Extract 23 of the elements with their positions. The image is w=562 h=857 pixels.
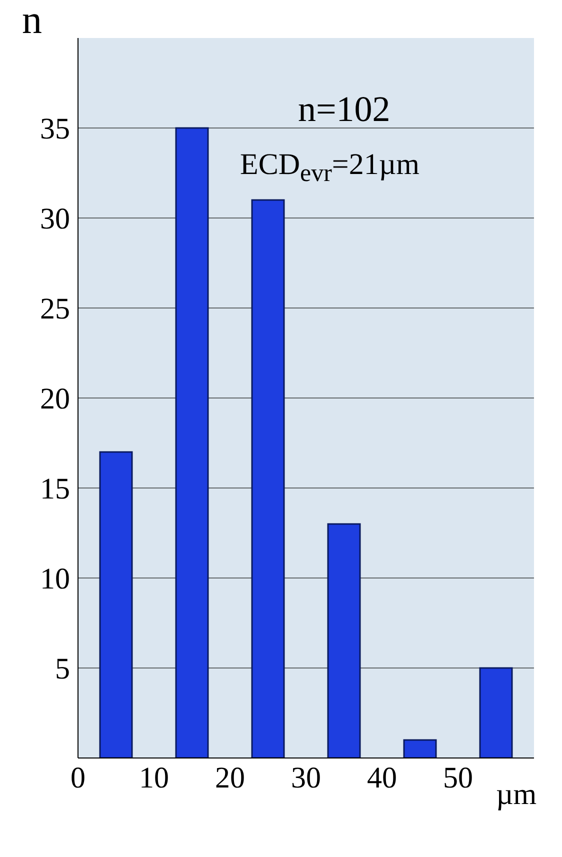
x-tick-label: 10: [139, 761, 169, 794]
annotation: ECD$_{evr}$=21µm: [240, 148, 420, 188]
y-tick-label: 15: [40, 472, 70, 506]
x-tick-label: 40: [367, 761, 397, 794]
bar: [175, 127, 209, 758]
x-tick-label: 50: [443, 761, 473, 794]
bar: [327, 523, 361, 758]
x-tick-label: 20: [215, 761, 245, 794]
x-axis-title: µm: [496, 778, 537, 812]
y-tick-label: 30: [40, 202, 70, 236]
y-axis-title: n: [22, 0, 42, 43]
bar: [251, 199, 285, 758]
y-tick-label: 10: [40, 562, 70, 596]
bar: [479, 667, 513, 758]
y-tick-label: 5: [55, 652, 70, 686]
y-tick-label: 25: [40, 292, 70, 326]
x-tick-label: 0: [70, 761, 86, 794]
bar: [403, 739, 437, 758]
annotation: n=102: [298, 88, 390, 130]
bar: [99, 451, 133, 758]
y-tick-label: 35: [40, 112, 70, 146]
y-tick-label: 20: [40, 382, 70, 416]
x-tick-label: 30: [291, 761, 321, 794]
